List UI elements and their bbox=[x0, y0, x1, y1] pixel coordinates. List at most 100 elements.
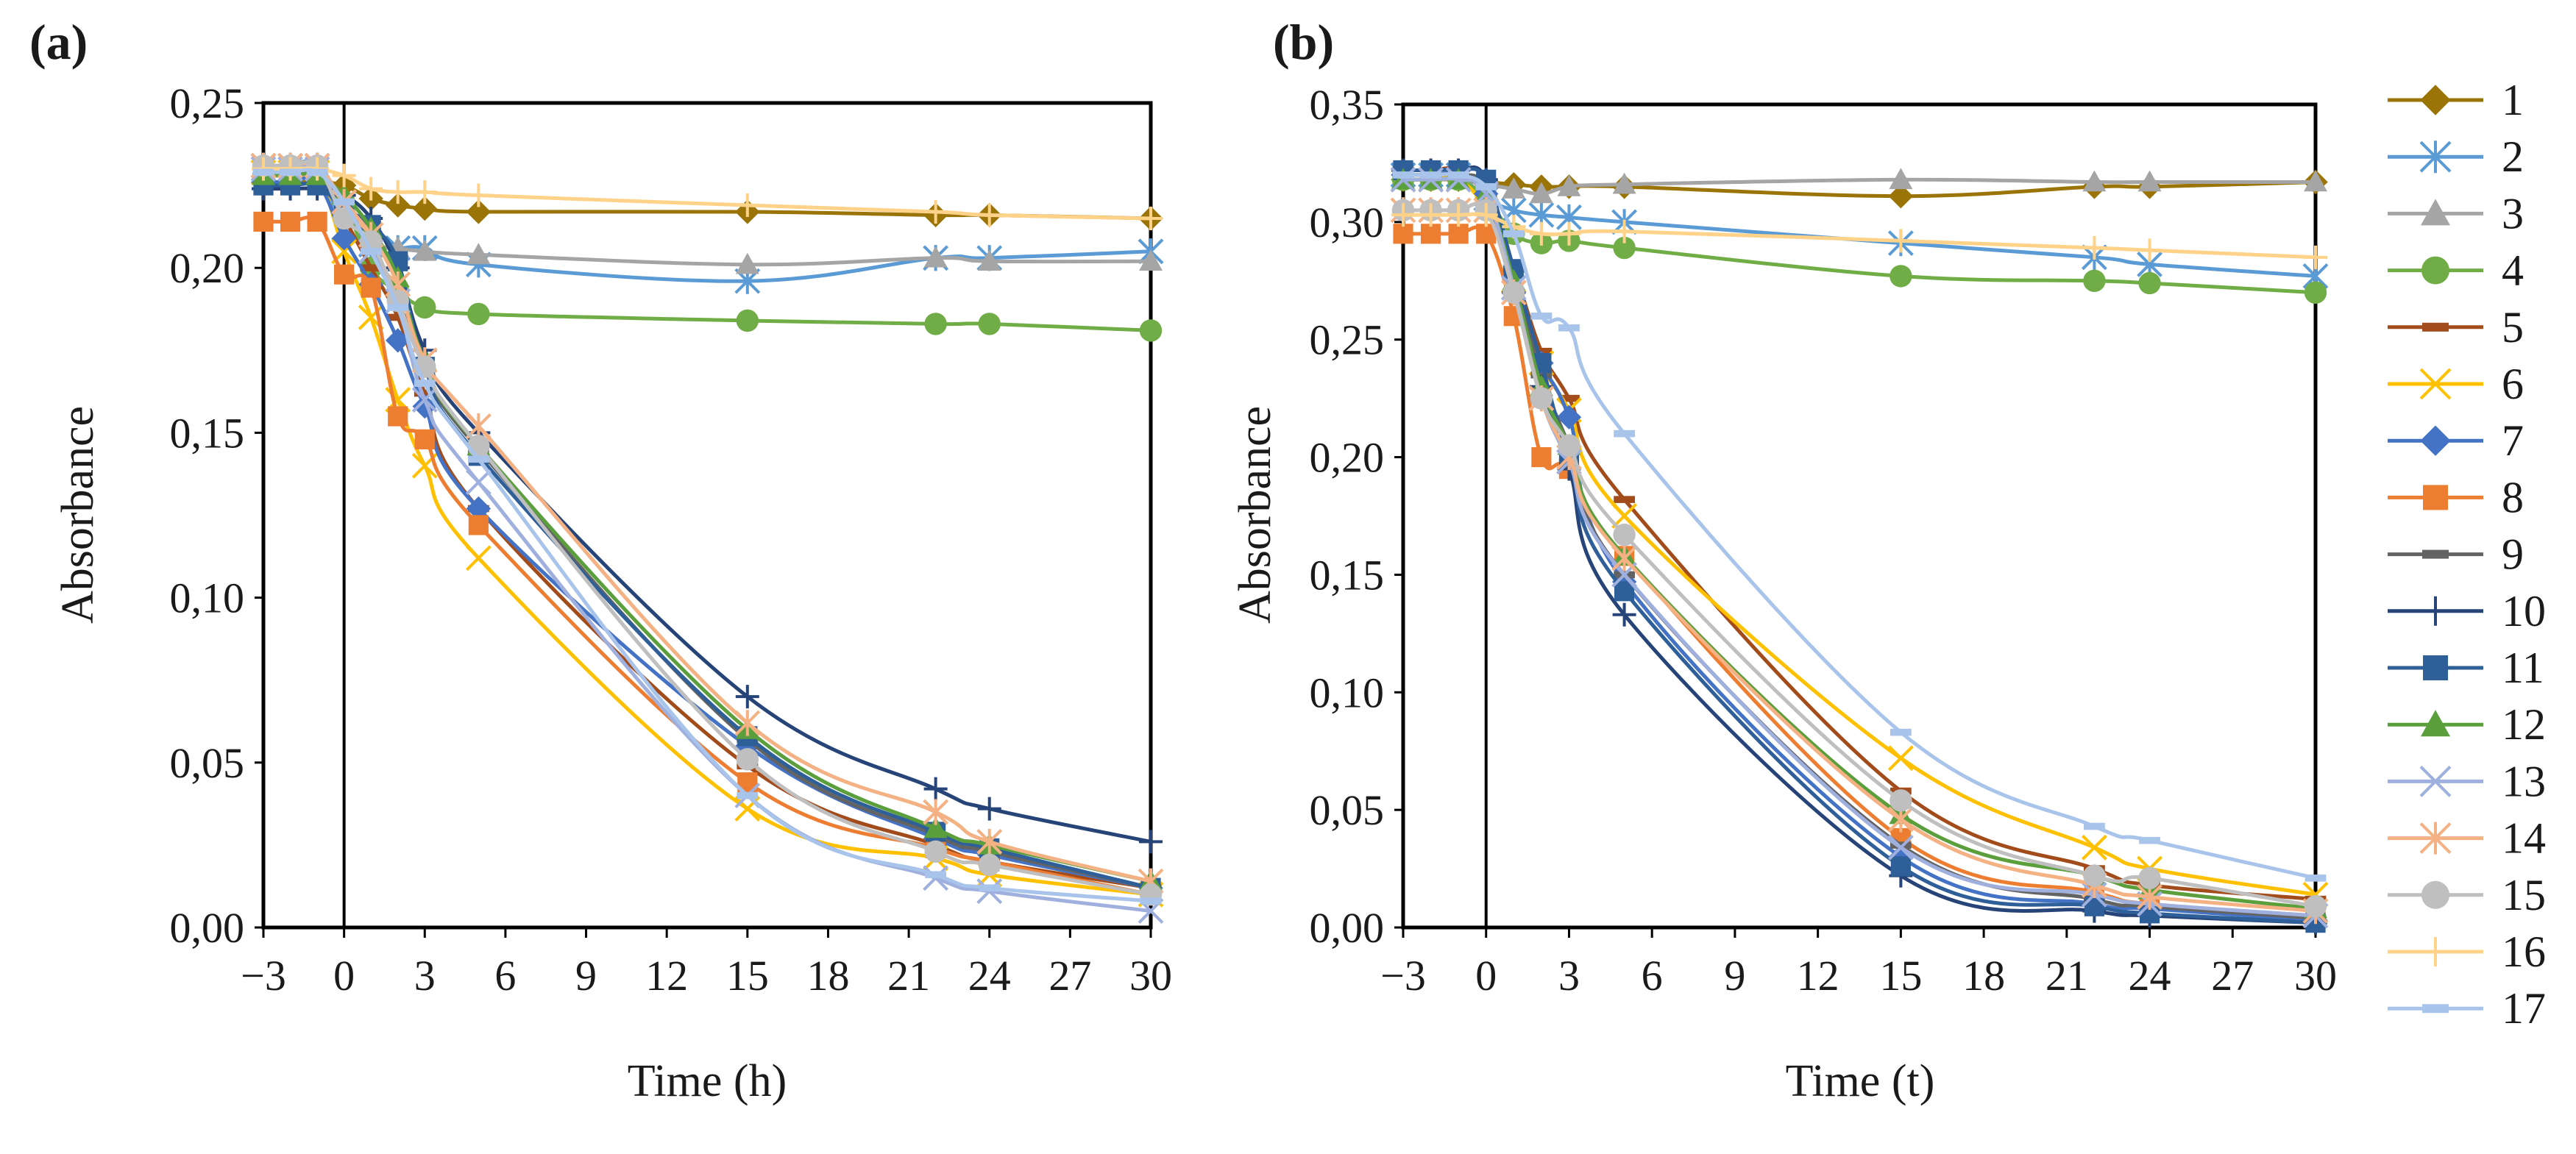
legend-label: 14 bbox=[2502, 814, 2546, 863]
series-17-line bbox=[263, 168, 1152, 903]
series-14-point bbox=[1611, 545, 1638, 571]
legend-label: 12 bbox=[2502, 700, 2546, 749]
series-1 bbox=[251, 169, 1163, 231]
series-6 bbox=[1390, 166, 2329, 908]
y-tick-label: 0,30 bbox=[1310, 199, 1385, 246]
series-17-point bbox=[925, 871, 947, 879]
legend-marker bbox=[2423, 655, 2448, 680]
y-tick-label: 0,10 bbox=[170, 574, 245, 622]
panel-a: (a) −3 0 3 6 9 12 15 18 21 24 27 30 0,00 0,05 0,10 0,1… bbox=[29, 14, 1172, 1106]
legend-label: 3 bbox=[2502, 189, 2524, 238]
series-17-point bbox=[1140, 897, 1162, 905]
y-tick-label: 0,35 bbox=[1310, 81, 1385, 129]
x-tick-label: −3 bbox=[1380, 952, 1426, 1000]
legend-label: 8 bbox=[2502, 473, 2524, 521]
series-17-point bbox=[1475, 183, 1497, 190]
series-16-point bbox=[2137, 238, 2162, 263]
legend-entry-9: 9 bbox=[2388, 530, 2524, 579]
series-16-point bbox=[1391, 203, 1415, 227]
legend-marker bbox=[2422, 322, 2449, 332]
legend-label: 16 bbox=[2502, 927, 2546, 976]
y-tick-label: 0,10 bbox=[1310, 669, 1385, 716]
y-tick-label: 0,20 bbox=[1310, 434, 1385, 482]
series-15-point bbox=[2304, 895, 2327, 918]
series-15-point bbox=[359, 230, 383, 253]
series-17-point bbox=[1502, 230, 1525, 238]
series-16-point bbox=[413, 180, 437, 204]
series-6 bbox=[250, 159, 1164, 908]
y-tick-label: 0,20 bbox=[170, 244, 245, 292]
x-tick-label: 3 bbox=[1558, 952, 1580, 1000]
panel-b: (b) −3 0 3 6 9 12 15 18 21 24 27 30 0,00 0,05 0,10 0,1… bbox=[1230, 14, 2337, 1106]
legend-label: 15 bbox=[2502, 871, 2546, 919]
series-16-point bbox=[1419, 203, 1443, 227]
series-4-point bbox=[736, 309, 759, 332]
legend-entry-6: 6 bbox=[2388, 360, 2524, 408]
series-1-point bbox=[466, 199, 492, 224]
series-3-point bbox=[1889, 168, 1913, 190]
series-10-point bbox=[735, 685, 759, 709]
x-tick-label: 12 bbox=[1797, 952, 1839, 1000]
series-5-point bbox=[1558, 394, 1580, 402]
series-4-point bbox=[1139, 319, 1163, 342]
x-tick-label: 21 bbox=[2045, 952, 2088, 1000]
series-17-point bbox=[252, 168, 274, 176]
series-16-point bbox=[2304, 245, 2327, 269]
series-4-point bbox=[2083, 269, 2106, 292]
y-tick-label: 0,00 bbox=[1310, 904, 1385, 952]
x-tick-label: 18 bbox=[1962, 952, 2005, 1000]
series-8-line bbox=[263, 216, 1152, 897]
series-15-point bbox=[467, 435, 490, 457]
legend-entry-4: 4 bbox=[2388, 246, 2524, 295]
legend-entry-2: 2 bbox=[2388, 132, 2524, 181]
y-tick-label: 0,05 bbox=[170, 739, 245, 787]
series-17-point bbox=[1420, 171, 1441, 179]
series-17-point bbox=[280, 168, 301, 176]
series-3-point bbox=[1612, 172, 1636, 194]
x-tick-label: 9 bbox=[1724, 952, 1745, 1000]
series-14-point bbox=[923, 799, 949, 825]
series-16-point bbox=[1529, 221, 1553, 246]
series-17-point bbox=[2083, 822, 2105, 830]
legend-marker bbox=[2420, 425, 2451, 456]
series-8-point bbox=[468, 515, 489, 535]
legend-label: 10 bbox=[2502, 587, 2546, 635]
series-15-point bbox=[1890, 789, 1912, 812]
series-1-point bbox=[386, 193, 411, 218]
legend-entry-8: 8 bbox=[2388, 473, 2524, 521]
panel-a-y-ticks: 0,00 0,05 0,10 0,15 0,20 0,25 bbox=[170, 79, 346, 952]
legend-marker bbox=[2422, 1004, 2449, 1014]
series-10-point bbox=[1612, 602, 1636, 627]
legend-marker bbox=[2421, 710, 2450, 737]
series-13-point bbox=[1887, 834, 1914, 861]
legend-entry-14: 14 bbox=[2388, 814, 2546, 863]
series-15-point bbox=[2083, 864, 2106, 887]
series-17-point bbox=[414, 380, 436, 387]
series-5-point bbox=[360, 264, 382, 271]
y-tick-label: 0,05 bbox=[1310, 786, 1385, 834]
series-16-point bbox=[1889, 229, 1913, 253]
series-11-point bbox=[2084, 896, 2104, 916]
series-11 bbox=[1393, 160, 2326, 933]
legend-label: 5 bbox=[2502, 303, 2524, 352]
series-17 bbox=[252, 168, 1162, 905]
legend-marker bbox=[2421, 596, 2450, 626]
series-16-point bbox=[977, 203, 1001, 227]
series-17-point bbox=[737, 791, 759, 799]
series-17-point bbox=[979, 884, 1001, 891]
legend-entry-15: 15 bbox=[2388, 871, 2546, 919]
panel-b-y-axis-title: Absorbance bbox=[1230, 406, 1280, 624]
series-5-point bbox=[387, 313, 409, 321]
series-10-line bbox=[1402, 165, 2316, 925]
panel-a-y-axis-title: Absorbance bbox=[53, 406, 103, 624]
series-8-point bbox=[361, 277, 381, 298]
series-5-point bbox=[1614, 496, 1636, 503]
series-8-point bbox=[414, 429, 435, 449]
series-17-point bbox=[1447, 171, 1469, 179]
series-17-point bbox=[333, 198, 355, 206]
legend-entry-10: 10 bbox=[2388, 587, 2546, 635]
series-15-point bbox=[1502, 281, 1525, 304]
series-17-point bbox=[1614, 430, 1636, 438]
series-7-line bbox=[263, 176, 1152, 890]
series-4-point bbox=[2304, 281, 2327, 304]
